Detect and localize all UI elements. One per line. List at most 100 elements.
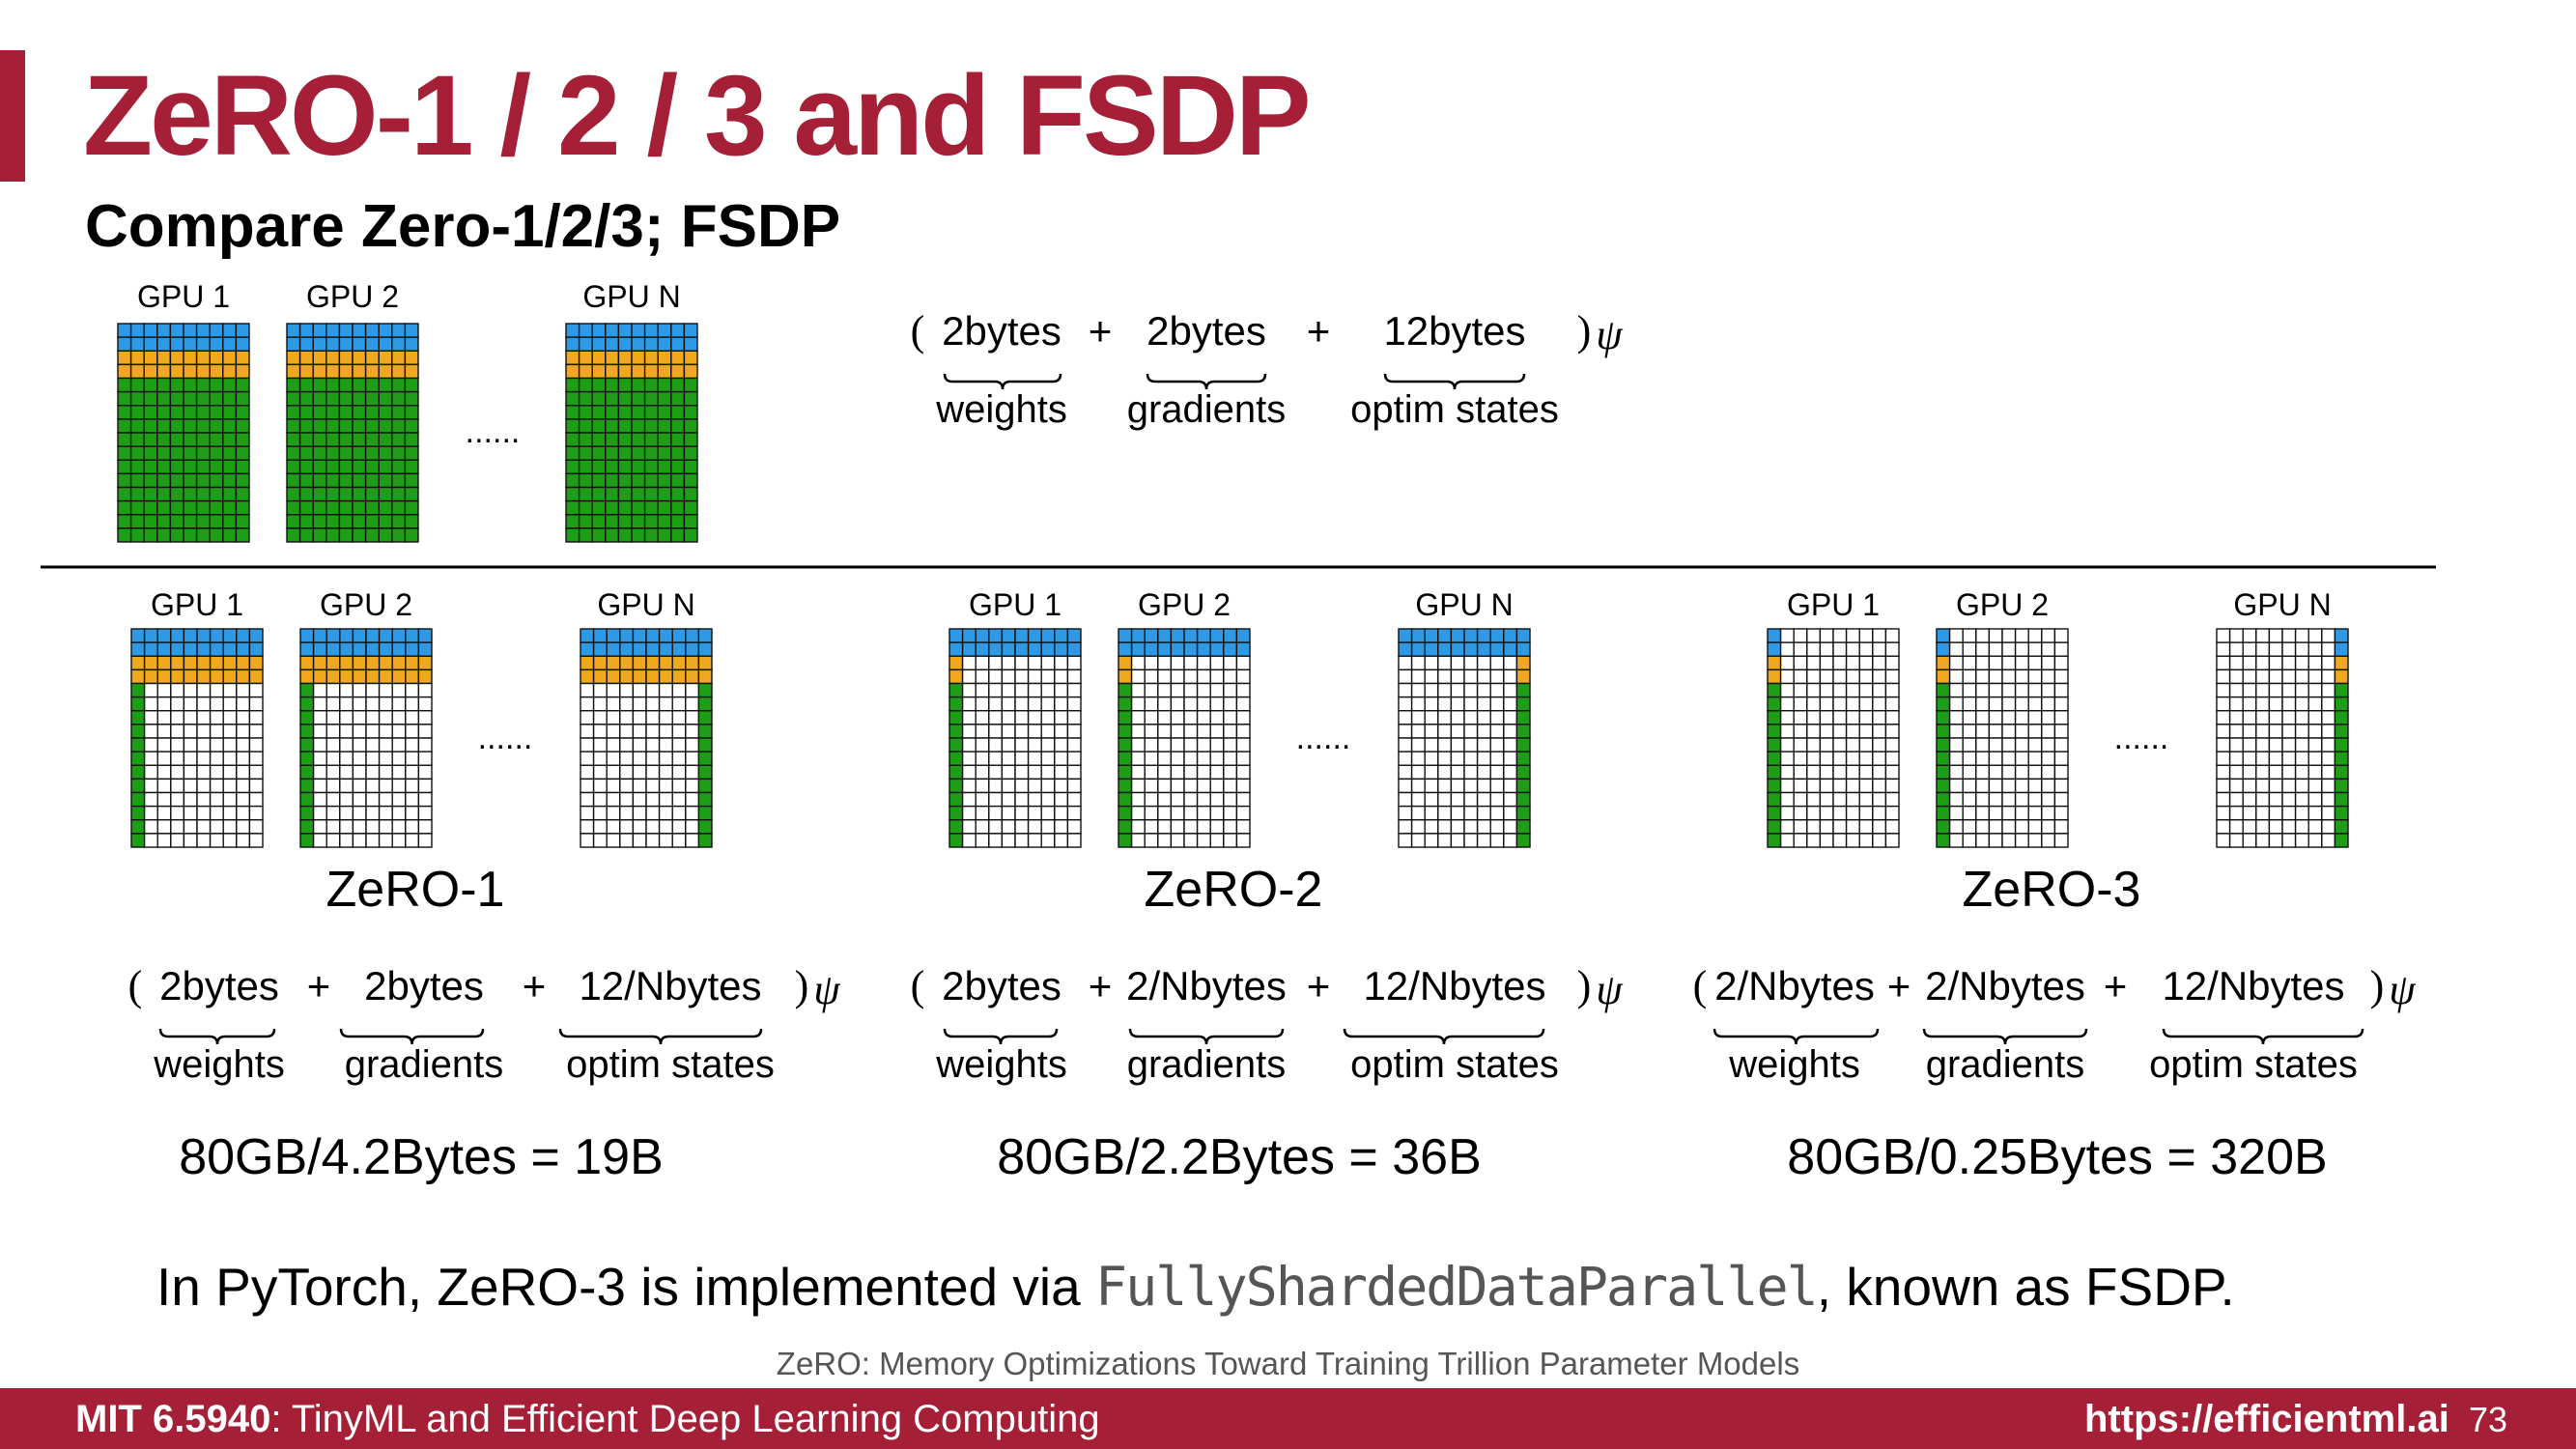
fsdp-note-before: In PyTorch, ZeRO-3 is implemented via bbox=[156, 1257, 1096, 1317]
formula-psi: ψ bbox=[1596, 311, 1623, 358]
stage-zero-1: GPU 1 GPU 2 GPU N...... ZeRO-1 (2bytes weight… bbox=[128, 587, 841, 1185]
stage-name: ZeRO-2 bbox=[1145, 862, 1323, 918]
slide-title: ZeRO-1 / 2 / 3 and FSDP bbox=[83, 52, 1312, 180]
gpu-memory-grid bbox=[286, 323, 419, 543]
formula-psi: ψ bbox=[2389, 966, 2416, 1013]
gpu-label: GPU 2 bbox=[1956, 587, 2049, 622]
formula-term-gradients: 2/Nbytes bbox=[1925, 963, 2085, 1009]
formula-term-optim: 12/Nbytes bbox=[2162, 963, 2344, 1009]
formula-close-paren: ) bbox=[2370, 962, 2385, 1009]
baseline-section: GPU 1 GPU 2 GPU N...... (2bytes weights 2byte… bbox=[117, 279, 1623, 543]
stage-name: ZeRO-3 bbox=[1963, 862, 2141, 918]
course-title: MIT 6.5940: TinyML and Efficient Deep Le… bbox=[75, 1397, 1100, 1441]
formula-open-paren: ( bbox=[911, 307, 925, 355]
underbrace bbox=[158, 1028, 276, 1045]
gpu-label: GPU 1 bbox=[151, 587, 243, 622]
memory-capacity: 80GB/0.25Bytes = 320B bbox=[1787, 1129, 2327, 1185]
gpu-memory-grid bbox=[1118, 628, 1251, 848]
underbrace bbox=[339, 1028, 485, 1045]
formula-plus: + bbox=[523, 963, 547, 1009]
formula-open-paren: ( bbox=[911, 962, 925, 1009]
course-name: : TinyML and Efficient Deep Learning Com… bbox=[270, 1398, 1100, 1440]
formula-label-gradients: gradients bbox=[1127, 1043, 1287, 1086]
formula-label-optim: optim states bbox=[2149, 1043, 2358, 1086]
formula-plus: + bbox=[1887, 963, 1911, 1009]
underbrace bbox=[2162, 1028, 2364, 1045]
stage-zero-2: GPU 1 GPU 2 GPU N...... ZeRO-2 (2bytes weight… bbox=[911, 587, 1624, 1185]
gpu-label: GPU N bbox=[1415, 587, 1513, 622]
formula-label-gradients: gradients bbox=[345, 1043, 504, 1086]
formula-label-weights: weights bbox=[935, 388, 1067, 431]
footer-bar: MIT 6.5940: TinyML and Efficient Deep Le… bbox=[0, 1388, 2576, 1449]
formula-label-optim: optim states bbox=[566, 1043, 775, 1086]
formula-psi: ψ bbox=[1596, 966, 1623, 1013]
formula-term-optim: 12bytes bbox=[1383, 308, 1525, 354]
page-number: 73 bbox=[2469, 1400, 2508, 1439]
fsdp-class-name: FullyShardedDataParallel bbox=[1095, 1256, 1819, 1318]
formula-close-paren: ) bbox=[1577, 307, 1592, 355]
formula-term-gradients: 2bytes bbox=[364, 963, 484, 1009]
gpu-memory-grid bbox=[2216, 628, 2349, 848]
formula-label-weights: weights bbox=[1728, 1043, 1860, 1086]
fsdp-note: In PyTorch, ZeRO-3 is implemented via Fu… bbox=[156, 1248, 2235, 1325]
formula-term-weights: 2/Nbytes bbox=[1714, 963, 1875, 1009]
gpu-label: GPU 1 bbox=[1787, 587, 1880, 622]
stage-zero-3: GPU 1 GPU 2 GPU N...... ZeRO-3 (2/Nbytes weig… bbox=[1693, 587, 2417, 1185]
formula-close-paren: ) bbox=[795, 962, 809, 1009]
zero-stages-diagram: GPU 1 GPU 2 GPU N...... (2bytes weights 2byte… bbox=[41, 279, 2436, 1185]
gpu-label: GPU 2 bbox=[320, 587, 412, 622]
formula-term-weights: 2bytes bbox=[159, 963, 279, 1009]
formula-term-optim: 12/Nbytes bbox=[579, 963, 761, 1009]
memory-capacity: 80GB/4.2Bytes = 19B bbox=[179, 1129, 664, 1185]
fsdp-note-after: , known as FSDP. bbox=[1816, 1257, 2235, 1317]
underbrace bbox=[1922, 1028, 2088, 1045]
underbrace bbox=[558, 1028, 763, 1045]
formula-plus: + bbox=[2104, 963, 2128, 1009]
gpu-label: GPU 1 bbox=[969, 587, 1062, 622]
gpu-label: GPU 2 bbox=[1138, 587, 1231, 622]
gpu-memory-grid bbox=[1936, 628, 2069, 848]
ellipsis: ...... bbox=[478, 720, 533, 756]
formula-term-optim: 12/Nbytes bbox=[1363, 963, 1545, 1009]
underbrace bbox=[1383, 373, 1526, 390]
formula-plus: + bbox=[1089, 308, 1113, 354]
gpu-memory-grid bbox=[565, 323, 698, 543]
underbrace bbox=[1713, 1028, 1880, 1045]
formula-term-weights: 2bytes bbox=[942, 308, 1062, 354]
gpu-memory-grid bbox=[299, 628, 433, 848]
title-accent-bar bbox=[0, 50, 25, 182]
gpu-label: GPU 2 bbox=[306, 279, 399, 314]
formula-plus: + bbox=[1307, 963, 1331, 1009]
formula-label-weights: weights bbox=[935, 1043, 1067, 1086]
formula-label-weights: weights bbox=[153, 1043, 285, 1086]
gpu-label: GPU 1 bbox=[137, 279, 230, 314]
gpu-memory-grid bbox=[130, 628, 264, 848]
ellipsis: ...... bbox=[1296, 720, 1351, 756]
gpu-label: GPU N bbox=[2233, 587, 2331, 622]
underbrace bbox=[1343, 1028, 1545, 1045]
course-code: MIT 6.5940 bbox=[75, 1398, 271, 1440]
underbrace bbox=[943, 373, 1062, 390]
formula-open-paren: ( bbox=[128, 962, 143, 1009]
formula-label-gradients: gradients bbox=[1127, 388, 1287, 431]
gpu-memory-grid bbox=[1398, 628, 1531, 848]
ellipsis: ...... bbox=[466, 413, 521, 450]
memory-capacity: 80GB/2.2Bytes = 36B bbox=[997, 1129, 1482, 1185]
formula-plus: + bbox=[1307, 308, 1331, 354]
paper-citation: ZeRO: Memory Optimizations Toward Traini… bbox=[776, 1346, 1800, 1381]
ellipsis: ...... bbox=[2114, 720, 2169, 756]
slide-subtitle: Compare Zero-1/2/3; FSDP bbox=[85, 193, 841, 260]
underbrace bbox=[1146, 373, 1267, 390]
stage-name: ZeRO-1 bbox=[326, 862, 505, 918]
gpu-memory-grid bbox=[1767, 628, 1900, 848]
gpu-label: GPU N bbox=[597, 587, 694, 622]
formula-label-gradients: gradients bbox=[1926, 1043, 2085, 1086]
course-url[interactable]: https://efficientml.ai bbox=[2084, 1398, 2449, 1440]
formula-term-gradients: 2bytes bbox=[1146, 308, 1266, 354]
gpu-label: GPU N bbox=[582, 279, 680, 314]
formula-label-optim: optim states bbox=[1350, 1043, 1559, 1086]
underbrace bbox=[943, 1028, 1059, 1045]
formula-plus: + bbox=[1089, 963, 1113, 1009]
formula-close-paren: ) bbox=[1577, 962, 1592, 1009]
gpu-memory-grid bbox=[580, 628, 713, 848]
